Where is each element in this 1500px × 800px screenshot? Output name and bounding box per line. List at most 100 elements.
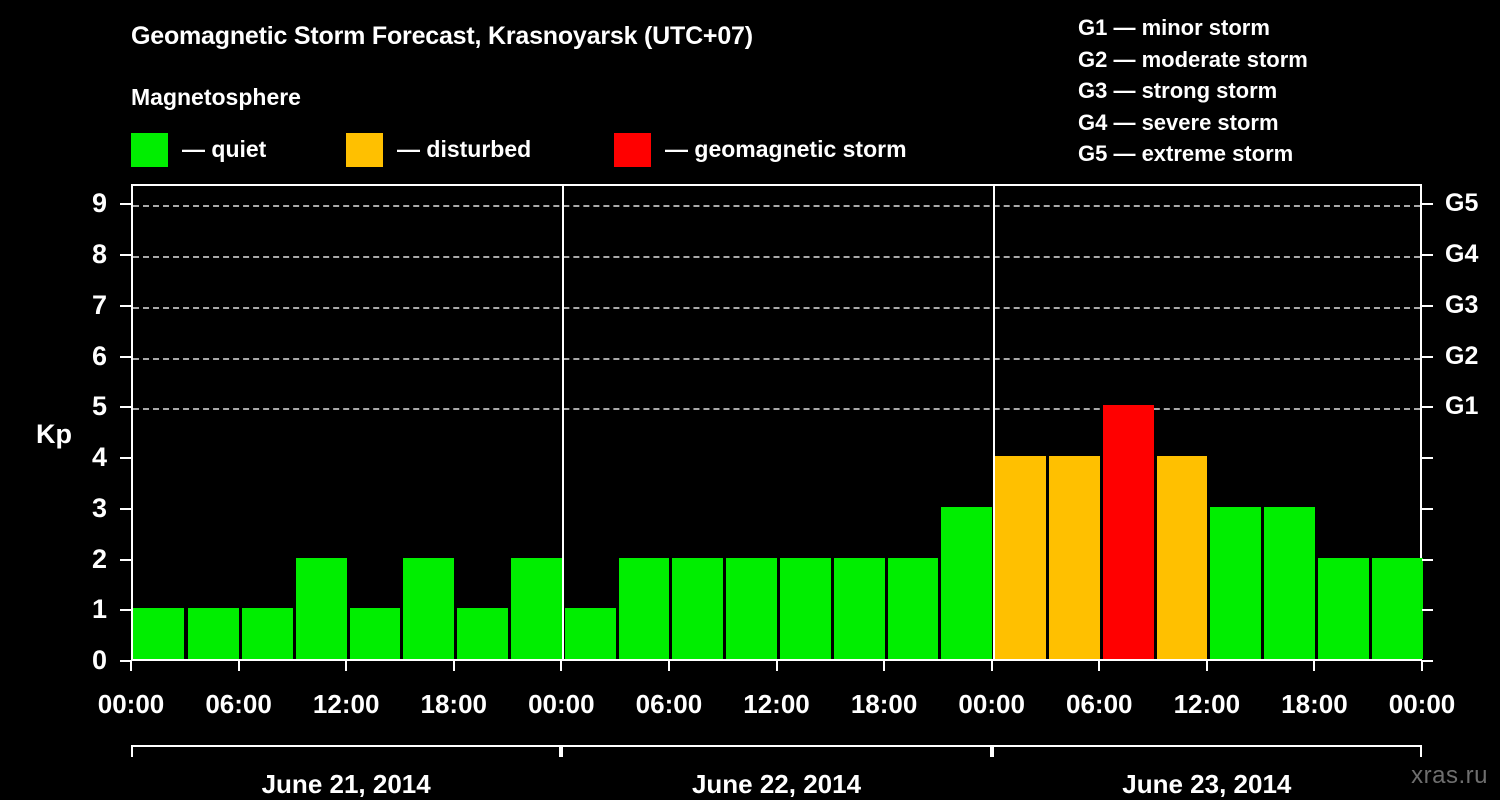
date-label-1: June 21, 2014 [261, 769, 431, 799]
y-tick-mark-0 [120, 660, 131, 662]
right-tick-mark-9 [1422, 203, 1433, 206]
g-scale-legend: G1 — minor storm G2 — moderate storm G3 — … [1078, 12, 1498, 170]
right-tick-mark-0 [1422, 660, 1433, 662]
date-bracket-2 [561, 745, 992, 757]
x-tick-mark-6 [775, 661, 778, 671]
g-legend-row-4: G4 — severe storm [1078, 109, 1279, 135]
x-tick-label-2: 12:00 [312, 689, 380, 719]
day-divider-2 [992, 186, 995, 659]
y-tick-mark-1 [120, 609, 131, 612]
g-legend-row-2: G2 — moderate storm [1078, 46, 1308, 72]
disturbed-swatch [346, 133, 383, 167]
y-tick-mark-9 [120, 203, 131, 206]
y-tick-label-3: 3 [91, 492, 107, 523]
g-legend-row-1: G1 — minor storm [1078, 15, 1270, 40]
bar-kp [1102, 405, 1154, 659]
x-tick-label-10: 12:00 [1173, 689, 1241, 719]
bar-kp [995, 456, 1046, 659]
x-tick-mark-4 [560, 661, 563, 671]
gridline-kp-8 [133, 256, 1420, 259]
date-label-2: June 22, 2014 [691, 769, 862, 799]
x-tick-mark-3 [452, 661, 455, 671]
bar-kp [295, 557, 347, 659]
bar-kp [457, 608, 509, 659]
x-tick-label-1: 06:00 [205, 689, 272, 719]
bar-kp [1264, 506, 1315, 659]
bar-kp [726, 557, 777, 659]
gridline-kp-5 [133, 408, 1420, 411]
x-tick-mark-0 [130, 661, 132, 671]
bar-kp [780, 557, 831, 659]
y-tick-label-0: 0 [91, 645, 107, 675]
legend-label: — quiet [182, 135, 267, 162]
x-tick-mark-2 [345, 661, 348, 671]
y-tick-mark-4 [120, 457, 131, 460]
x-tick-mark-8 [990, 661, 993, 671]
y-axis-title: Kp [36, 419, 72, 450]
bar-kp [618, 557, 670, 659]
x-tick-label-9: 06:00 [1066, 689, 1133, 719]
legend-entry-1: — disturbed [346, 133, 531, 167]
y-tick-label-2: 2 [91, 543, 107, 574]
y-tick-mark-8 [120, 254, 131, 257]
x-tick-label-0: 00:00 [97, 689, 165, 719]
y-tick-label-5: 5 [91, 391, 107, 422]
g-legend-row-5: G5 — extreme storm [1078, 141, 1294, 166]
x-tick-mark-12 [1421, 661, 1423, 671]
x-tick-mark-9 [1098, 661, 1101, 671]
right-tick-mark-4 [1422, 457, 1433, 460]
bar-kp [941, 506, 993, 659]
x-tick-mark-5 [667, 661, 670, 671]
bar-kp [1317, 557, 1369, 659]
gridline-kp-9 [133, 205, 1420, 208]
bar-kp [1156, 456, 1208, 659]
bar-kp [1371, 557, 1423, 659]
storm-swatch [614, 133, 651, 167]
y-tick-mark-5 [120, 406, 131, 409]
x-tick-mark-11 [1313, 661, 1316, 671]
bar-kp [564, 608, 616, 659]
right-tick-mark-3 [1422, 507, 1433, 510]
y-tick-label-1: 1 [91, 594, 107, 625]
y-tick-mark-7 [120, 304, 131, 307]
legend-entry-0: — quiet [131, 133, 266, 167]
bar-kp [349, 608, 401, 659]
bar-kp [1048, 456, 1100, 659]
watermark: xras.ru [1411, 762, 1488, 789]
bar-kp [833, 557, 885, 659]
plot-area [131, 184, 1423, 661]
right-tick-mark-1 [1422, 609, 1433, 612]
g-tick-label-G4: G4 [1445, 240, 1479, 269]
g-tick-label-G3: G3 [1445, 290, 1479, 319]
g-tick-label-G5: G5 [1445, 189, 1479, 218]
x-tick-label-4: 00:00 [528, 689, 595, 719]
right-tick-mark-8 [1422, 254, 1433, 257]
legend-label: — geomagnetic storm [665, 135, 907, 162]
bar-kp [242, 608, 293, 659]
x-tick-mark-7 [883, 661, 886, 671]
y-tick-label-9: 9 [91, 188, 107, 219]
y-tick-label-8: 8 [91, 239, 107, 270]
date-bracket-3 [991, 745, 1422, 757]
g-tick-label-G1: G1 [1445, 392, 1479, 421]
x-tick-label-7: 18:00 [850, 689, 918, 719]
g-tick-label-G2: G2 [1445, 341, 1479, 370]
bar-kp [403, 557, 455, 659]
plot-inner [133, 186, 1423, 659]
y-tick-mark-2 [120, 558, 131, 561]
bar-kp [1210, 506, 1262, 659]
x-tick-mark-10 [1205, 661, 1208, 671]
quiet-swatch [131, 133, 168, 167]
x-tick-label-8: 00:00 [958, 689, 1025, 719]
x-tick-label-6: 12:00 [743, 689, 810, 719]
x-tick-label-3: 18:00 [420, 689, 488, 719]
gridline-kp-7 [133, 306, 1420, 309]
x-tick-label-5: 06:00 [635, 689, 703, 719]
x-tick-mark-1 [237, 661, 240, 671]
right-tick-mark-5 [1422, 406, 1433, 409]
day-divider-1 [562, 186, 565, 659]
x-tick-label-12: 00:00 [1388, 689, 1456, 719]
bar-kp [887, 557, 939, 659]
g-legend-row-3: G3 — strong storm [1078, 78, 1278, 103]
